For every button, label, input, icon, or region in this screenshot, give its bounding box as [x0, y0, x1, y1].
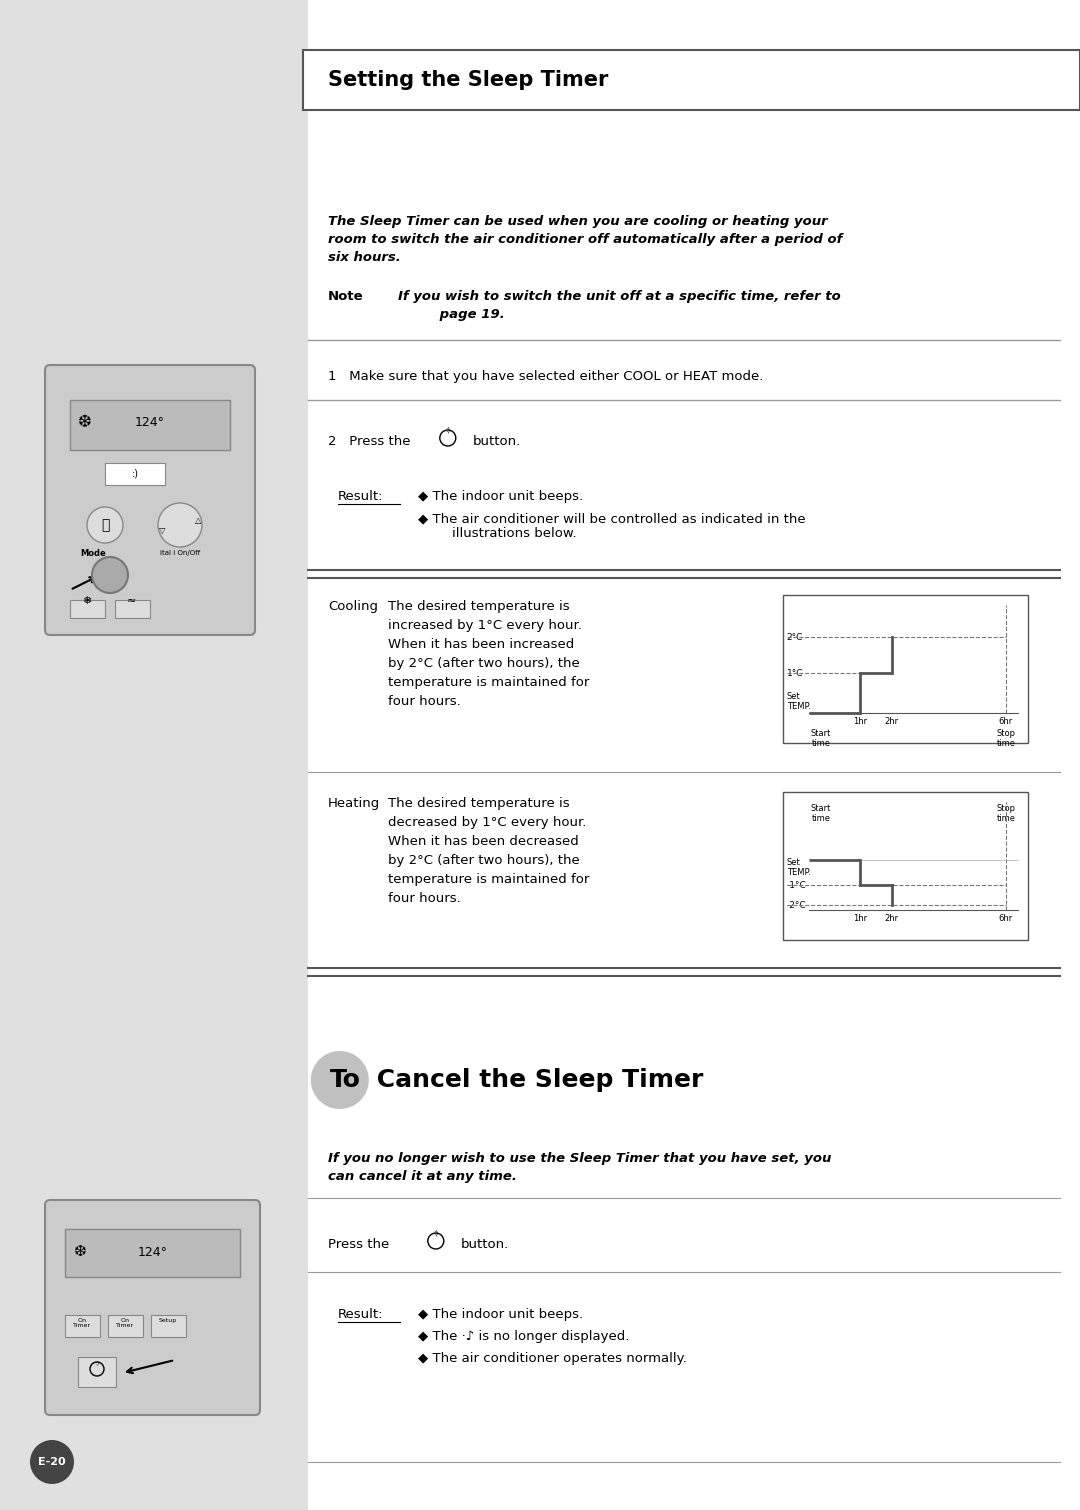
Text: 2   Press the: 2 Press the [328, 435, 410, 448]
Text: Set
TEMP.: Set TEMP. [787, 692, 811, 711]
Bar [783, 595, 1028, 743]
FancyBboxPatch shape [45, 1200, 260, 1415]
Text: Heating: Heating [328, 797, 380, 809]
Text: E-20: E-20 [38, 1457, 66, 1468]
Bar [65, 1315, 100, 1336]
Text: 1hr: 1hr [853, 914, 867, 923]
Text: :): :) [433, 1229, 438, 1237]
Text: 1   Make sure that you have selected either COOL or HEAT mode.: 1 Make sure that you have selected eithe… [328, 370, 764, 384]
Text: ◆ The air conditioner will be controlled as indicated in the
        illustratio: ◆ The air conditioner will be controlled… [418, 512, 806, 541]
Text: If you wish to switch the unit off at a specific time, refer to
         page 19: If you wish to switch the unit off at a … [397, 290, 840, 322]
Text: ◆ The ·♪ is no longer displayed.: ◆ The ·♪ is no longer displayed. [418, 1330, 630, 1342]
Text: Result:: Result: [338, 1308, 383, 1321]
Text: Start
time: Start time [811, 803, 831, 823]
Circle shape [158, 503, 202, 547]
Text: Stop
time: Stop time [996, 803, 1015, 823]
Text: △: △ [194, 515, 201, 524]
Text: ⏻: ⏻ [100, 518, 109, 532]
Bar [70, 599, 105, 618]
Text: Cooling: Cooling [328, 599, 378, 613]
Bar [105, 464, 165, 485]
Text: The desired temperature is
decreased by 1°C every hour.
When it has been decreas: The desired temperature is decreased by … [388, 797, 590, 904]
Text: 1°C: 1°C [787, 669, 804, 678]
Bar [151, 1315, 186, 1336]
Bar [302, 50, 1080, 110]
Text: :): :) [95, 1362, 99, 1367]
Text: Result:: Result: [338, 491, 383, 503]
Text: 2hr: 2hr [885, 914, 899, 923]
Text: The desired temperature is
increased by 1°C every hour.
When it has been increas: The desired temperature is increased by … [388, 599, 590, 708]
Text: ❆: ❆ [73, 1244, 86, 1259]
Circle shape [92, 557, 129, 593]
Text: Stop
time: Stop time [996, 729, 1015, 749]
Text: ital i On/Off: ital i On/Off [160, 550, 200, 556]
Text: -2°C: -2°C [787, 900, 807, 909]
Text: button.: button. [473, 435, 521, 448]
Text: On
Timer: On Timer [73, 1318, 91, 1329]
Text: The Sleep Timer can be used when you are cooling or heating your
room to switch : The Sleep Timer can be used when you are… [328, 214, 842, 264]
Text: Start
time: Start time [811, 729, 831, 749]
Text: Press the: Press the [328, 1238, 389, 1250]
Text: 6hr: 6hr [999, 717, 1013, 726]
Text: -1°C: -1°C [787, 880, 807, 889]
Text: ◆ The indoor unit beeps.: ◆ The indoor unit beeps. [418, 491, 583, 503]
Text: ❆: ❆ [78, 414, 92, 430]
Text: 6hr: 6hr [999, 914, 1013, 923]
Text: Set
TEMP.: Set TEMP. [787, 858, 811, 877]
Text: :): :) [132, 468, 138, 479]
Text: Setting the Sleep Timer: Setting the Sleep Timer [328, 69, 608, 91]
Bar [783, 793, 1028, 941]
Text: 2hr: 2hr [885, 717, 899, 726]
Bar [70, 400, 230, 450]
Text: :): :) [445, 427, 450, 433]
Bar [308, 0, 1080, 1510]
Text: 124°: 124° [135, 415, 165, 429]
FancyBboxPatch shape [45, 365, 255, 636]
Text: Cancel the Sleep Timer: Cancel the Sleep Timer [368, 1068, 703, 1092]
Text: ▽: ▽ [159, 525, 165, 535]
Text: ≈: ≈ [127, 596, 137, 606]
Text: button.: button. [461, 1238, 509, 1250]
Text: 2°C: 2°C [787, 633, 804, 642]
Text: On
Timer: On Timer [116, 1318, 134, 1329]
Bar [65, 1229, 240, 1277]
Ellipse shape [311, 1051, 368, 1108]
Circle shape [30, 1441, 75, 1484]
Circle shape [87, 507, 123, 544]
Text: ◆ The indoor unit beeps.: ◆ The indoor unit beeps. [418, 1308, 583, 1321]
Text: Setup: Setup [159, 1318, 177, 1323]
Text: ❅: ❅ [82, 596, 92, 606]
Text: 1hr: 1hr [853, 717, 867, 726]
Bar [108, 1315, 143, 1336]
Bar [114, 599, 150, 618]
Text: Note: Note [328, 290, 364, 304]
Text: To: To [329, 1068, 361, 1092]
Text: 124°: 124° [137, 1246, 167, 1258]
Text: Mode: Mode [80, 548, 106, 557]
Bar [78, 1357, 116, 1388]
Text: ◆ The air conditioner operates normally.: ◆ The air conditioner operates normally. [418, 1351, 687, 1365]
Text: If you no longer wish to use the Sleep Timer that you have set, you
can cancel i: If you no longer wish to use the Sleep T… [328, 1152, 832, 1182]
